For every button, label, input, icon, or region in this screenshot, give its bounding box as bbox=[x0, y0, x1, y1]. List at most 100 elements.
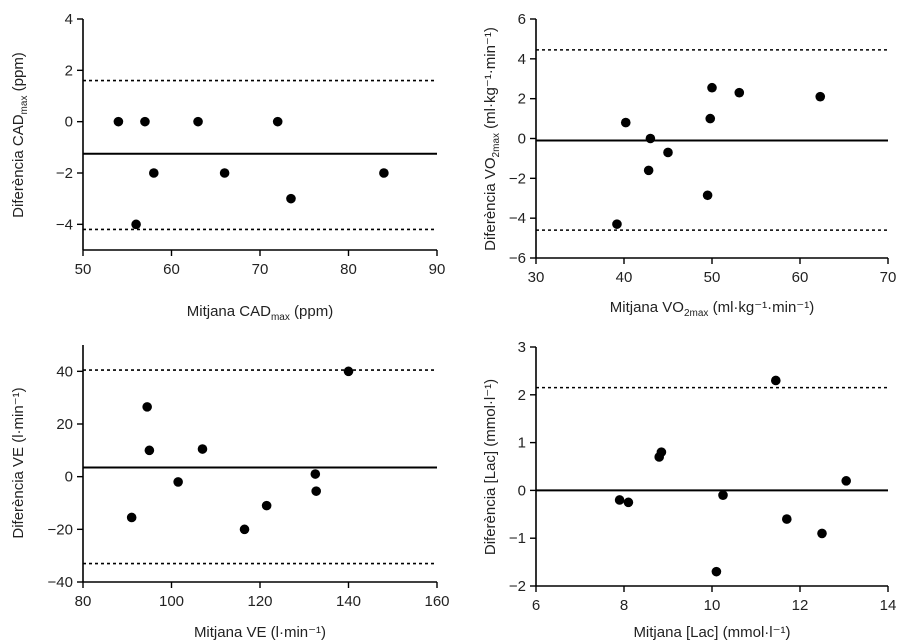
y-tick-label: 2 bbox=[518, 387, 526, 404]
y-tick-label: 2 bbox=[65, 62, 73, 79]
x-tick-label: 70 bbox=[252, 261, 269, 278]
y-axis-title: Diferència CADmax (ppm) bbox=[10, 52, 30, 218]
data-point bbox=[126, 512, 137, 523]
x-tick-label: 80 bbox=[75, 593, 92, 610]
y-axis-title-subscript: 2max bbox=[491, 133, 502, 157]
x-axis-title-main: Mitjana [Lac] (mmol·l⁻¹) bbox=[633, 624, 790, 641]
x-tick-label: 100 bbox=[159, 593, 184, 610]
y-tick-label: −1 bbox=[509, 530, 526, 547]
y-axis-title-unit: (ml·kg⁻¹·min⁻¹) bbox=[482, 27, 499, 133]
y-tick-label: −2 bbox=[509, 578, 526, 595]
data-point bbox=[718, 490, 728, 500]
data-point bbox=[193, 116, 203, 127]
x-axis-title-subscript: 2max bbox=[684, 308, 708, 319]
x-axis-title: Mitjana [Lac] (mmol·l⁻¹) bbox=[633, 624, 790, 641]
x-tick-label: 40 bbox=[616, 269, 633, 286]
x-axis-title: Mitjana VO2max (ml·kg⁻¹·min⁻¹) bbox=[610, 299, 814, 319]
data-point bbox=[707, 82, 717, 93]
data-point bbox=[197, 444, 208, 454]
x-tick-label: 14 bbox=[880, 597, 897, 614]
data-point bbox=[113, 116, 124, 127]
y-axis-title-unit: (ppm) bbox=[10, 52, 27, 95]
y-axis-title-main: Diferència CAD bbox=[10, 114, 27, 218]
data-point bbox=[612, 219, 622, 229]
data-point bbox=[782, 514, 792, 524]
data-point bbox=[311, 486, 321, 496]
x-axis-title-main: Mitjana VE (l·min⁻¹) bbox=[194, 624, 326, 641]
x-tick-label: 90 bbox=[429, 261, 446, 278]
y-tick-label: −4 bbox=[56, 216, 73, 233]
y-axis-title: Diferència VE (l·min⁻¹) bbox=[10, 387, 27, 538]
y-tick-label: −20 bbox=[48, 521, 73, 538]
y-tick-label: −2 bbox=[509, 170, 526, 187]
data-point bbox=[343, 366, 354, 377]
data-point bbox=[663, 147, 673, 158]
x-axis-title-main: Mitjana CAD bbox=[187, 303, 271, 320]
data-point bbox=[656, 447, 667, 457]
data-point bbox=[131, 219, 141, 230]
data-point bbox=[623, 497, 634, 508]
data-point bbox=[614, 495, 625, 505]
x-tick-label: 30 bbox=[528, 269, 545, 286]
x-axis-title: Mitjana VE (l·min⁻¹) bbox=[194, 624, 326, 641]
x-tick-label: 50 bbox=[75, 261, 92, 278]
y-axis-title-main: Diferència [Lac] (mmol·l⁻¹) bbox=[482, 379, 499, 555]
data-point bbox=[702, 190, 713, 201]
y-axis-title-main: Diferència VE (l·min⁻¹) bbox=[10, 387, 27, 538]
x-axis-title-unit: (ppm) bbox=[290, 303, 333, 320]
y-tick-label: 40 bbox=[56, 363, 73, 380]
x-tick-label: 140 bbox=[336, 593, 361, 610]
y-axis-title-subscript: max bbox=[19, 96, 30, 115]
data-point bbox=[272, 116, 283, 127]
x-tick-label: 50 bbox=[704, 269, 721, 286]
y-tick-label: 0 bbox=[518, 482, 526, 499]
y-tick-label: −40 bbox=[48, 574, 73, 591]
data-point bbox=[173, 477, 183, 487]
y-tick-label: 0 bbox=[65, 114, 73, 131]
chart-panel-3: 80 100 120 140 160 40 20 0 −20 −40 Mitjana VE (l·m… bbox=[10, 345, 450, 641]
data-point bbox=[239, 524, 250, 535]
data-point bbox=[379, 168, 389, 178]
x-tick-label: 120 bbox=[247, 593, 272, 610]
x-axis-title-main: Mitjana VO bbox=[610, 299, 684, 316]
y-tick-label: 6 bbox=[518, 11, 526, 28]
data-point bbox=[841, 476, 851, 486]
y-tick-label: 2 bbox=[518, 91, 526, 108]
y-tick-label: −6 bbox=[509, 250, 526, 267]
data-point bbox=[711, 566, 722, 577]
x-tick-label: 80 bbox=[340, 261, 357, 278]
data-point bbox=[310, 469, 321, 479]
y-axis-title: Diferència [Lac] (mmol·l⁻¹) bbox=[482, 379, 499, 555]
y-tick-label: 3 bbox=[518, 339, 526, 356]
x-tick-label: 8 bbox=[620, 597, 628, 614]
y-tick-label: −4 bbox=[509, 210, 526, 227]
y-tick-label: 4 bbox=[65, 11, 73, 28]
data-point bbox=[705, 113, 716, 124]
data-point bbox=[261, 500, 272, 511]
data-point bbox=[149, 168, 159, 178]
x-axis-title: Mitjana CADmax (ppm) bbox=[187, 303, 333, 323]
x-tick-label: 160 bbox=[424, 593, 449, 610]
x-tick-label: 12 bbox=[792, 597, 809, 614]
y-tick-label: −2 bbox=[56, 165, 73, 182]
data-point bbox=[643, 165, 654, 176]
y-tick-label: 4 bbox=[518, 51, 526, 68]
data-point bbox=[142, 402, 152, 412]
data-point bbox=[645, 133, 656, 144]
data-point bbox=[817, 528, 827, 539]
data-point bbox=[144, 445, 155, 456]
data-point bbox=[286, 193, 296, 204]
data-point bbox=[815, 91, 826, 102]
data-point bbox=[734, 87, 745, 98]
y-axis-title-main: Diferència VO bbox=[482, 157, 499, 250]
y-tick-label: 0 bbox=[518, 131, 526, 148]
data-point bbox=[140, 116, 150, 127]
x-tick-label: 6 bbox=[532, 597, 540, 614]
x-tick-label: 60 bbox=[163, 261, 180, 278]
data-point bbox=[620, 117, 631, 128]
x-axis-title-subscript: max bbox=[271, 312, 290, 323]
y-tick-label: 20 bbox=[56, 416, 73, 433]
